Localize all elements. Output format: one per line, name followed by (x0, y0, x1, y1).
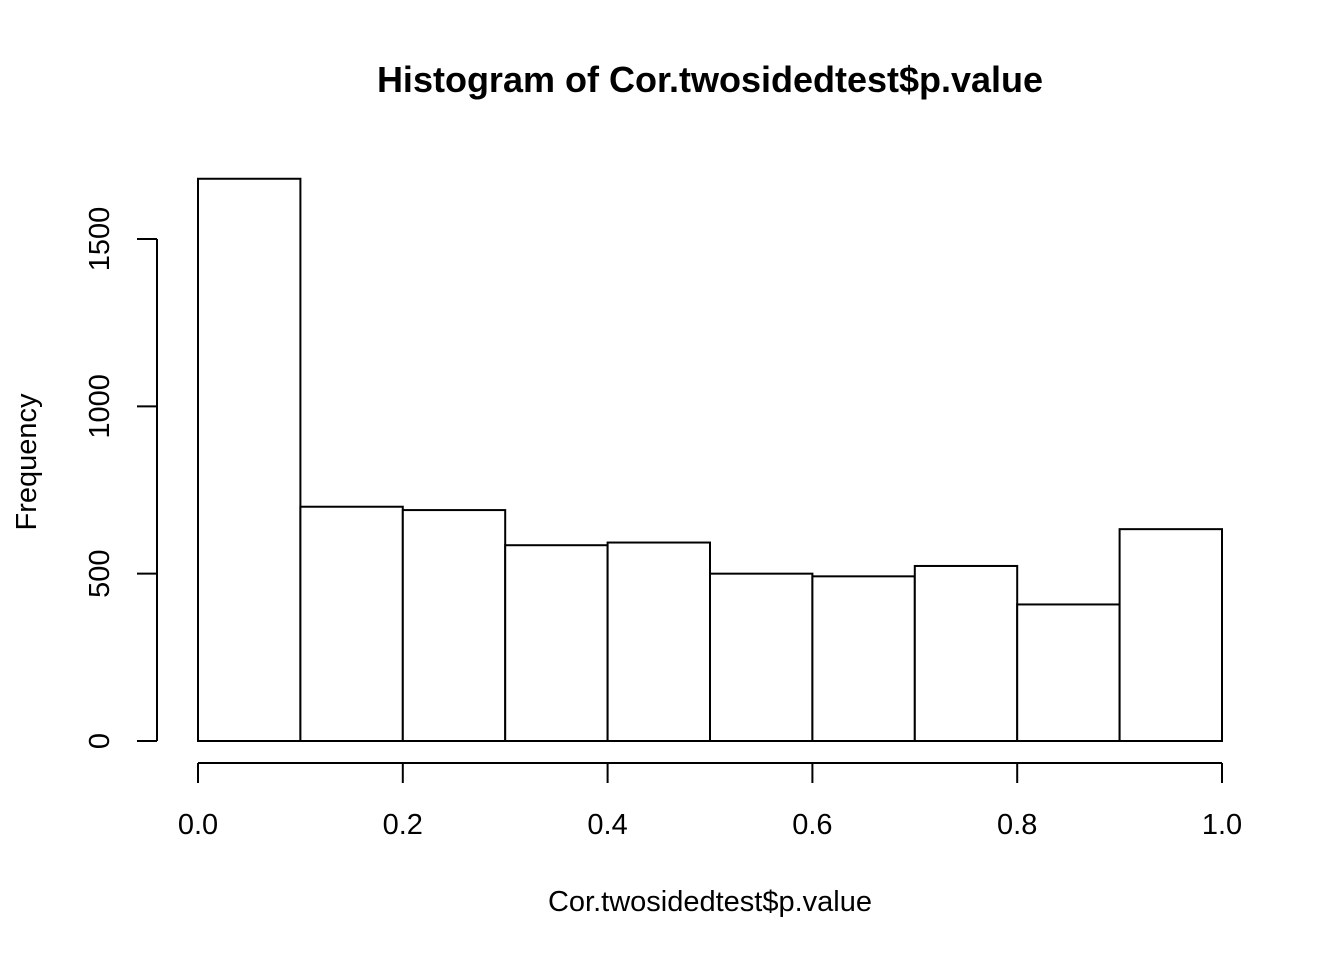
histogram-bar-7 (811, 575, 916, 742)
histogram-bar-5 (606, 541, 711, 743)
histogram-bar-9 (1016, 603, 1121, 743)
y-tick-label: 1000 (84, 374, 116, 439)
x-tick-label: 0.4 (587, 809, 627, 841)
y-tick-label: 500 (84, 549, 116, 597)
x-tick-label: 0.6 (792, 809, 832, 841)
histogram-bar-2 (299, 505, 404, 742)
y-tick-label: 1500 (84, 207, 116, 272)
histogram-bar-1 (197, 177, 302, 742)
histogram-bar-6 (709, 572, 814, 742)
histogram-bar-8 (913, 564, 1019, 742)
x-tick-label: 0.8 (997, 809, 1037, 841)
histogram-bar-10 (1118, 528, 1223, 742)
histogram-bar-3 (401, 509, 507, 742)
x-tick-label: 1.0 (1202, 809, 1242, 841)
chart-title: Histogram of Cor.twosidedtest$p.value (377, 59, 1043, 100)
histogram-bar-4 (504, 544, 609, 743)
x-tick-label: 0.2 (383, 809, 423, 841)
y-tick-label: 0 (84, 733, 116, 749)
y-axis: 0 500 1000 1500 (84, 207, 158, 749)
y-axis-label: Frequency (11, 393, 43, 531)
x-tick-label: 0.0 (178, 809, 218, 841)
bars-group (197, 177, 1223, 743)
x-axis-label: Cor.twosidedtest$p.value (548, 886, 872, 918)
x-axis: 0.0 0.2 0.4 0.6 0.8 1.0 (178, 762, 1242, 841)
